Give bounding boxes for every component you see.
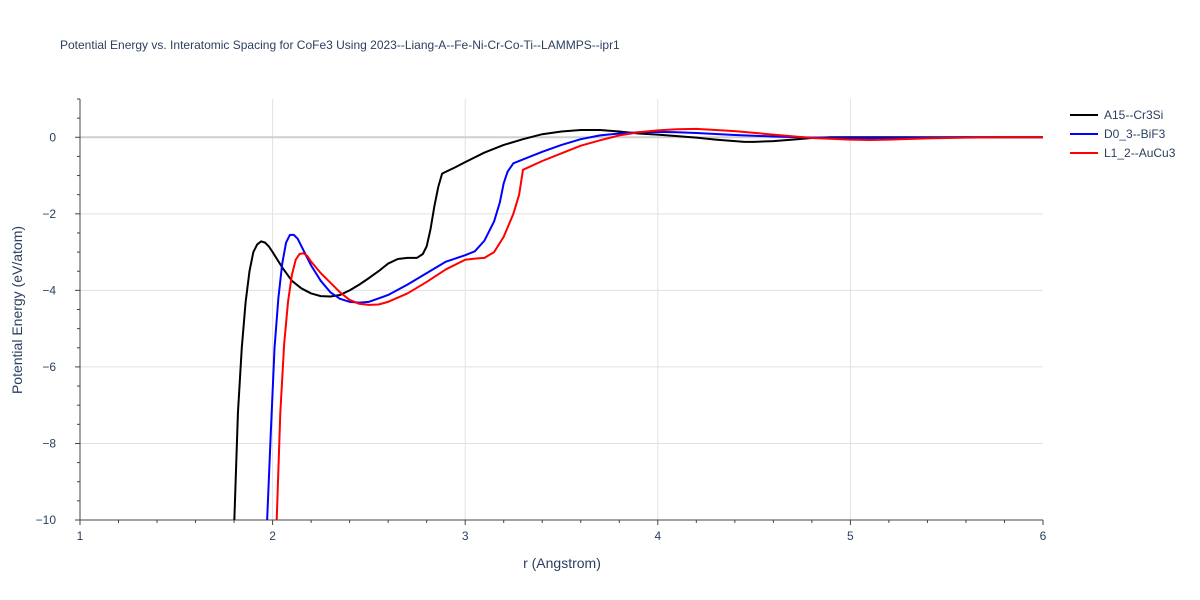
legend-item-3[interactable]: L1_2--AuCu3 [1070,146,1176,160]
grid-layer [80,99,1043,520]
y-tick-label: −4 [42,283,56,297]
y-tick-label: −6 [42,360,56,374]
series-layer [233,127,1043,520]
x-tick-label: 4 [654,529,661,543]
x-tick-label: 5 [847,529,854,543]
y-tick-label: 0 [49,130,56,144]
y-tick-label: −2 [42,207,56,221]
y-tick-label: −10 [36,513,57,527]
y-tick-label: −8 [42,436,56,450]
legend-item-2[interactable]: D0_3--BiF3 [1070,127,1166,141]
axis-layer: 1 2 3 4 5 6 −10 −8 −6 −4 −2 0 [36,98,1047,543]
legend-label: D0_3--BiF3 [1104,127,1166,141]
x-tick-label: 2 [269,529,276,543]
legend-item-1[interactable]: A15--Cr3Si [1070,108,1163,122]
series-line-1 [233,129,1043,520]
x-tick-label: 6 [1040,529,1047,543]
series-line-3 [275,127,1043,520]
y-axis-title: Potential Energy (eV/atom) [9,226,25,394]
x-tick-label: 1 [77,529,84,543]
chart-title: Potential Energy vs. Interatomic Spacing… [60,38,620,52]
legend-label: A15--Cr3Si [1104,108,1163,122]
legend[interactable]: A15--Cr3Si D0_3--BiF3 L1_2--AuCu3 [1070,108,1176,160]
x-tick-label: 3 [462,529,469,543]
x-axis-title: r (Angstrom) [523,555,601,571]
series-line-2 [266,130,1043,520]
legend-label: L1_2--AuCu3 [1104,146,1176,160]
